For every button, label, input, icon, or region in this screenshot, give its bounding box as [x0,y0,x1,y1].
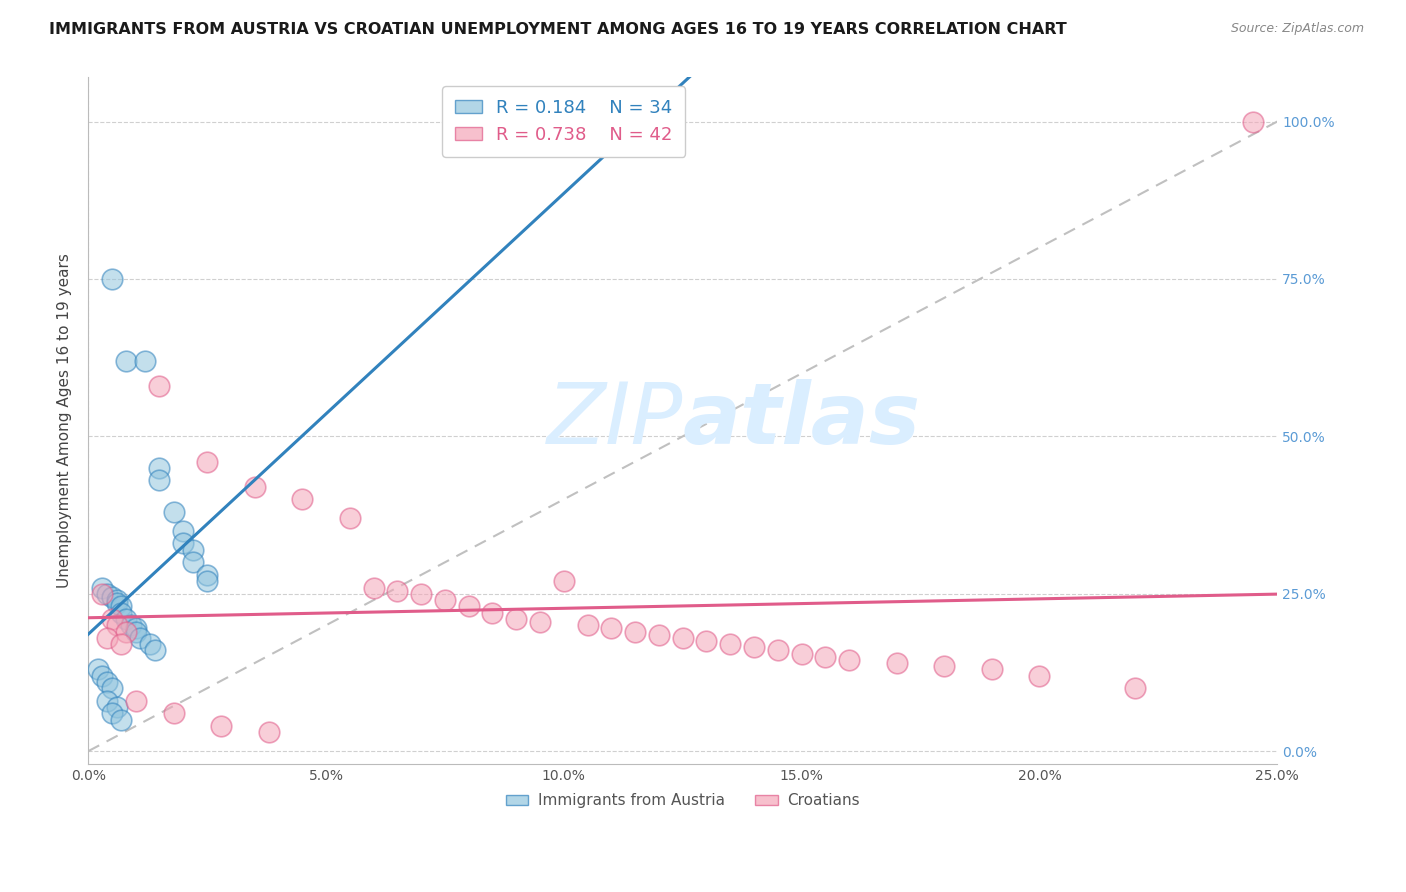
Point [181,555,204,569]
Text: IMMIGRANTS FROM AUSTRIA VS CROATIAN UNEMPLOYMENT AMONG AGES 16 TO 19 YEARS CORRE: IMMIGRANTS FROM AUSTRIA VS CROATIAN UNEM… [49,22,1067,37]
Point [1123,681,1146,696]
Point [115,612,138,626]
Point [120,618,142,632]
Point [105,618,128,632]
Point [91,581,114,595]
Point [101,590,124,604]
Point [96,587,118,601]
Point [411,587,433,601]
Point [814,649,837,664]
Text: ZIP: ZIP [547,379,683,462]
Point [742,640,765,655]
Point [1028,668,1050,682]
Point [115,624,138,639]
Point [195,574,218,589]
Point [505,612,527,626]
Point [195,568,218,582]
Point [86,662,108,676]
Point [125,694,148,708]
Point [766,643,789,657]
Point [163,505,186,519]
Point [129,631,152,645]
Point [195,454,218,468]
Point [105,593,128,607]
Point [387,583,409,598]
Point [257,725,280,739]
Point [110,637,132,651]
Text: Source: ZipAtlas.com: Source: ZipAtlas.com [1230,22,1364,36]
Point [110,599,132,614]
Point [125,622,148,636]
Point [115,353,138,368]
Point [163,706,186,721]
Point [91,668,114,682]
Point [172,536,194,550]
Legend: Immigrants from Austria, Croatians: Immigrants from Austria, Croatians [499,788,866,814]
Point [339,511,361,525]
Point [101,612,124,626]
Point [91,587,114,601]
Point [134,353,156,368]
Point [934,659,956,673]
Point [139,637,162,651]
Point [96,675,118,690]
Point [209,719,232,733]
Point [110,713,132,727]
Point [243,480,266,494]
Point [101,681,124,696]
Point [529,615,551,629]
Point [143,643,166,657]
Point [148,379,170,393]
Point [433,593,456,607]
Point [125,624,148,639]
Point [980,662,1002,676]
Point [457,599,479,614]
Point [553,574,575,589]
Point [1243,114,1265,128]
Point [101,706,124,721]
Point [148,461,170,475]
Point [110,606,132,620]
Point [148,474,170,488]
Point [672,631,695,645]
Point [695,634,717,648]
Point [105,596,128,610]
Point [838,653,860,667]
Text: atlas: atlas [683,379,921,462]
Point [718,637,741,651]
Point [101,272,124,286]
Point [96,694,118,708]
Point [363,581,385,595]
Point [481,606,503,620]
Point [291,492,314,507]
Point [181,542,204,557]
Point [790,647,813,661]
Point [648,628,671,642]
Y-axis label: Unemployment Among Ages 16 to 19 years: Unemployment Among Ages 16 to 19 years [58,253,72,588]
Point [96,631,118,645]
Point [624,624,647,639]
Point [600,622,623,636]
Point [172,524,194,538]
Point [886,656,908,670]
Point [105,700,128,714]
Point [576,618,599,632]
